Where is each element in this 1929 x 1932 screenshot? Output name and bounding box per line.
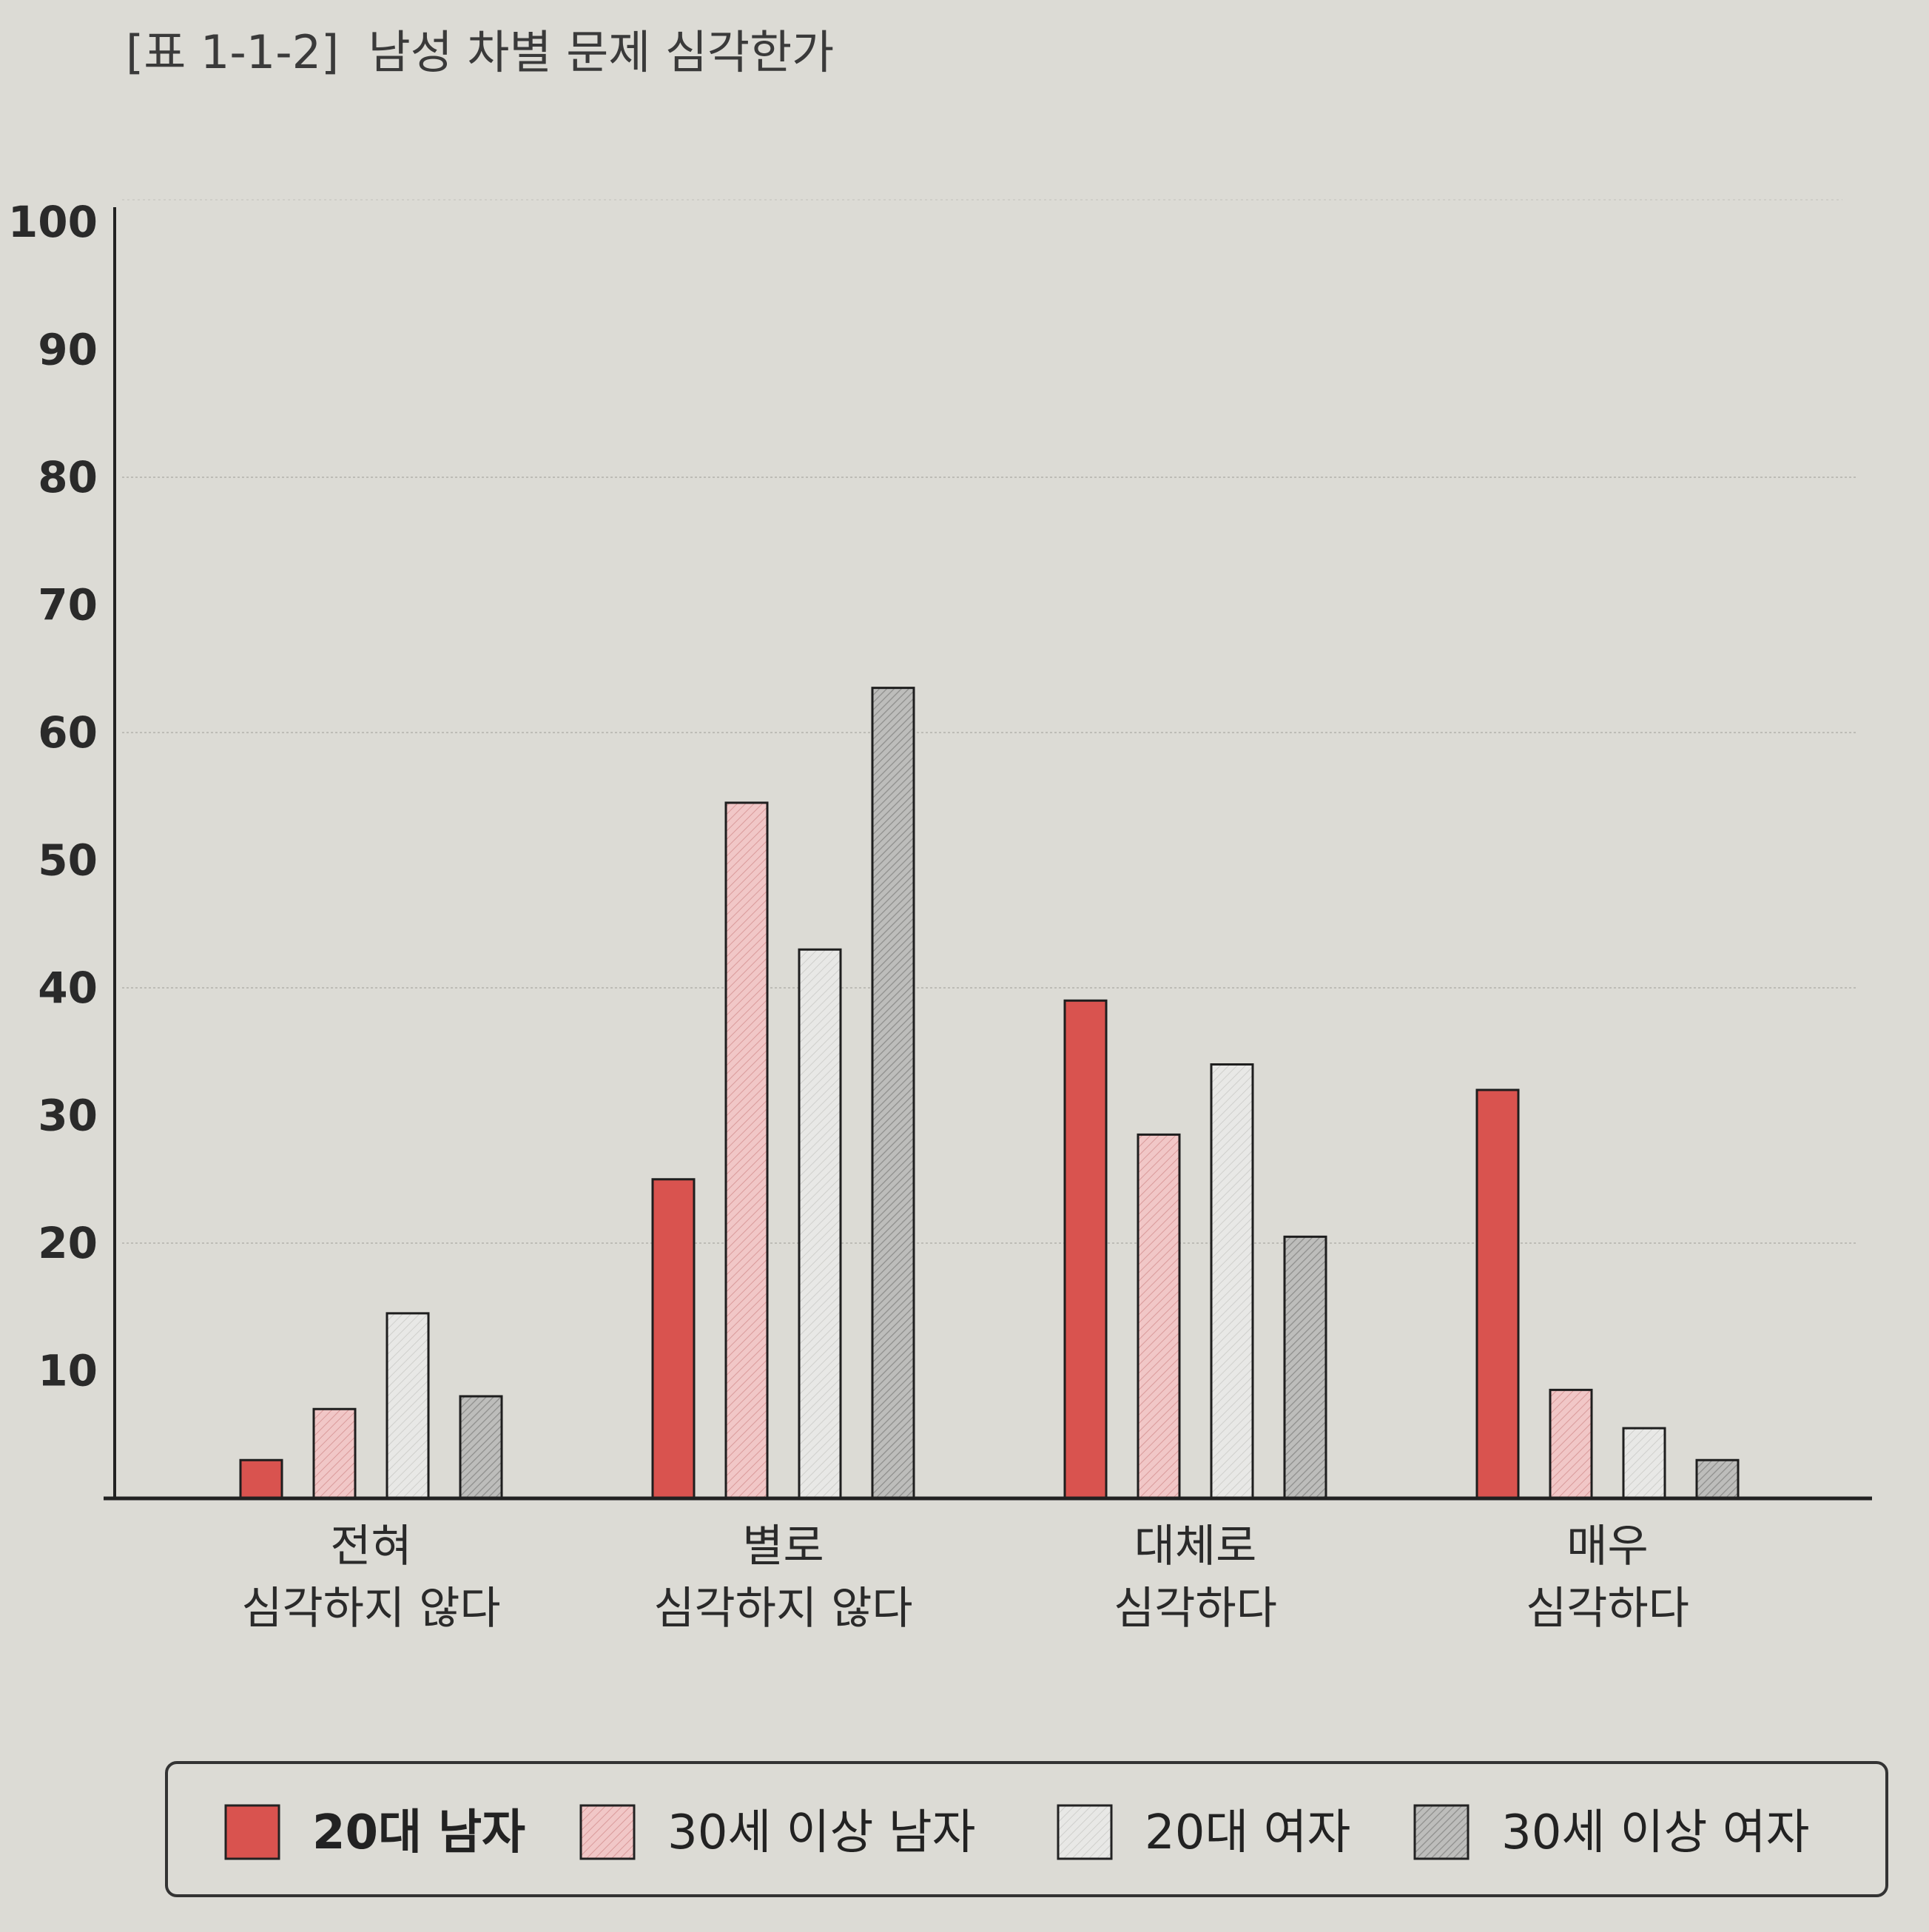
bar [871,687,915,1500]
x-category-label: 대체로 [1134,1521,1257,1572]
legend-box [165,1761,1888,1897]
y-tick-label: 30 [38,1091,98,1141]
y-tick-label: 60 [38,707,98,758]
legend-swatch [1057,1804,1113,1860]
bar [651,1178,696,1500]
x-category-label: 심각하다 [1114,1583,1277,1635]
y-tick-label: 10 [38,1346,98,1396]
x-category-label: 심각하다 [1526,1583,1689,1635]
bar [459,1395,503,1500]
legend-label: 20대 남자 [312,1805,525,1860]
bar [1549,1388,1593,1500]
x-category-label: 전혀 [330,1521,411,1572]
y-tick-label: 50 [38,835,98,886]
y-tick-label: 90 [38,325,98,375]
y-tick-label: 80 [38,452,98,502]
y-tick-label: 40 [38,963,98,1013]
legend: 20대 남자 30세 이상 남자 20대 여자 30세 이상 여자 [165,1761,1888,1897]
bar [1475,1088,1520,1500]
bar [1695,1458,1740,1500]
bar [1283,1235,1327,1500]
legend-swatch [1413,1804,1470,1860]
bar [386,1312,430,1500]
y-tick-labels: 10 20 30 40 50 60 70 80 90 100 [8,197,98,1396]
grid-lines [122,199,1857,1244]
x-category-label: 심각하지 않다 [241,1583,500,1635]
y-tick-label: 70 [38,580,98,630]
bar [1063,999,1108,1500]
bar [798,948,842,1500]
axes [104,207,1872,1501]
bar [1137,1133,1181,1500]
legend-label: 30세 이상 여자 [1501,1805,1810,1860]
legend-swatch [224,1804,280,1860]
legend-label: 20대 여자 [1145,1805,1350,1860]
legend-swatch [579,1804,636,1860]
bar [1210,1063,1254,1500]
bars [239,687,1740,1500]
x-category-label: 심각하지 않다 [653,1583,912,1635]
bar [1622,1427,1666,1500]
bar [239,1458,283,1500]
bar [724,801,769,1500]
y-tick-label: 20 [38,1218,98,1268]
x-category-label: 매우 [1566,1521,1648,1572]
chart-title: [표 1-1-2] 남성 차별 문제 심각한가 [126,25,834,79]
x-category-label: 별로 [742,1521,824,1572]
y-tick-label: 100 [8,197,98,247]
bar [312,1407,357,1500]
legend-label: 30세 이상 남자 [667,1805,976,1860]
